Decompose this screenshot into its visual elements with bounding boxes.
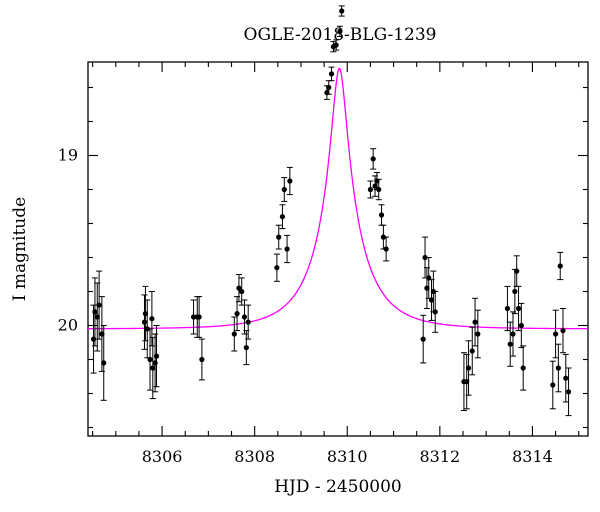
data-point [383, 237, 389, 261]
point-marker [284, 246, 289, 251]
point-marker [97, 303, 102, 308]
plot-area: 83068308831083128314181920 [58, 0, 588, 466]
point-marker [234, 311, 239, 316]
x-tick-label: 8310 [327, 447, 368, 466]
data-points [91, 6, 572, 416]
point-marker [280, 214, 285, 219]
point-marker [516, 306, 521, 311]
point-marker [334, 42, 339, 47]
point-marker [282, 187, 287, 192]
data-point [566, 368, 572, 416]
y-tick-label: 20 [58, 316, 78, 335]
point-marker [556, 365, 561, 370]
x-tick-label: 8308 [234, 447, 275, 466]
data-point [329, 67, 335, 81]
point-marker [558, 263, 563, 268]
x-tick-label: 8306 [142, 447, 183, 466]
data-point [472, 298, 478, 346]
data-point [504, 286, 510, 330]
data-point [281, 178, 287, 202]
data-point [563, 354, 569, 402]
point-marker [508, 342, 513, 347]
point-marker [197, 314, 202, 319]
point-marker [337, 29, 342, 34]
data-point [339, 6, 345, 16]
point-marker [142, 320, 147, 325]
data-point [520, 346, 526, 390]
point-marker [505, 306, 510, 311]
y-tick-label: 19 [58, 146, 78, 165]
data-point [274, 254, 280, 281]
data-point [154, 326, 160, 387]
data-point [507, 322, 513, 366]
data-point [231, 317, 237, 351]
x-axis-label: HJD - 2450000 [274, 477, 402, 497]
point-marker [287, 178, 292, 183]
point-marker [147, 357, 152, 362]
point-marker [472, 320, 477, 325]
plot-frame [88, 62, 588, 436]
data-point [557, 252, 563, 279]
data-point [560, 309, 566, 353]
x-tick-label: 8314 [512, 447, 553, 466]
data-point [370, 149, 376, 169]
data-point [239, 278, 245, 305]
point-marker [521, 365, 526, 370]
point-marker [199, 357, 204, 362]
model-curve [88, 69, 588, 329]
data-point [550, 361, 556, 409]
axis-ticks [88, 62, 588, 436]
point-marker [368, 187, 373, 192]
point-marker [371, 156, 376, 161]
point-marker [553, 331, 558, 336]
point-marker [329, 71, 334, 76]
point-marker [566, 389, 571, 394]
point-marker [376, 187, 381, 192]
point-marker [232, 331, 237, 336]
data-point [553, 310, 559, 358]
point-marker [242, 314, 247, 319]
data-point [555, 344, 561, 392]
chart-svg: OGLE-2018-BLG-1239 8306 8308 8310 8312 83141… [0, 0, 600, 512]
data-point [475, 310, 481, 358]
data-point [287, 167, 293, 194]
point-marker [512, 289, 517, 294]
point-marker [339, 8, 344, 13]
point-marker [514, 269, 519, 274]
point-marker [326, 85, 331, 90]
data-point [379, 205, 385, 225]
point-marker [433, 309, 438, 314]
point-marker [421, 337, 426, 342]
point-marker [563, 376, 568, 381]
point-marker [550, 382, 555, 387]
data-point [199, 339, 205, 380]
point-marker [154, 354, 159, 359]
point-marker [519, 323, 524, 328]
point-marker [384, 246, 389, 251]
point-marker [149, 316, 154, 321]
data-point [284, 235, 290, 262]
data-point [420, 315, 426, 363]
axis-tick-labels: 83068308831083128314181920 [58, 0, 553, 466]
data-point [367, 181, 373, 198]
point-marker [276, 235, 281, 240]
point-marker [466, 365, 471, 370]
point-marker [101, 360, 106, 365]
point-marker [274, 265, 279, 270]
point-marker [475, 331, 480, 336]
point-marker [244, 345, 249, 350]
point-marker [246, 320, 251, 325]
point-marker [560, 328, 565, 333]
data-point [510, 312, 516, 356]
y-axis-label: I magnitude [10, 197, 30, 301]
point-marker [379, 212, 384, 217]
point-marker [239, 289, 244, 294]
x-tick-label: 8312 [419, 447, 460, 466]
point-marker [510, 331, 515, 336]
point-marker [470, 348, 475, 353]
